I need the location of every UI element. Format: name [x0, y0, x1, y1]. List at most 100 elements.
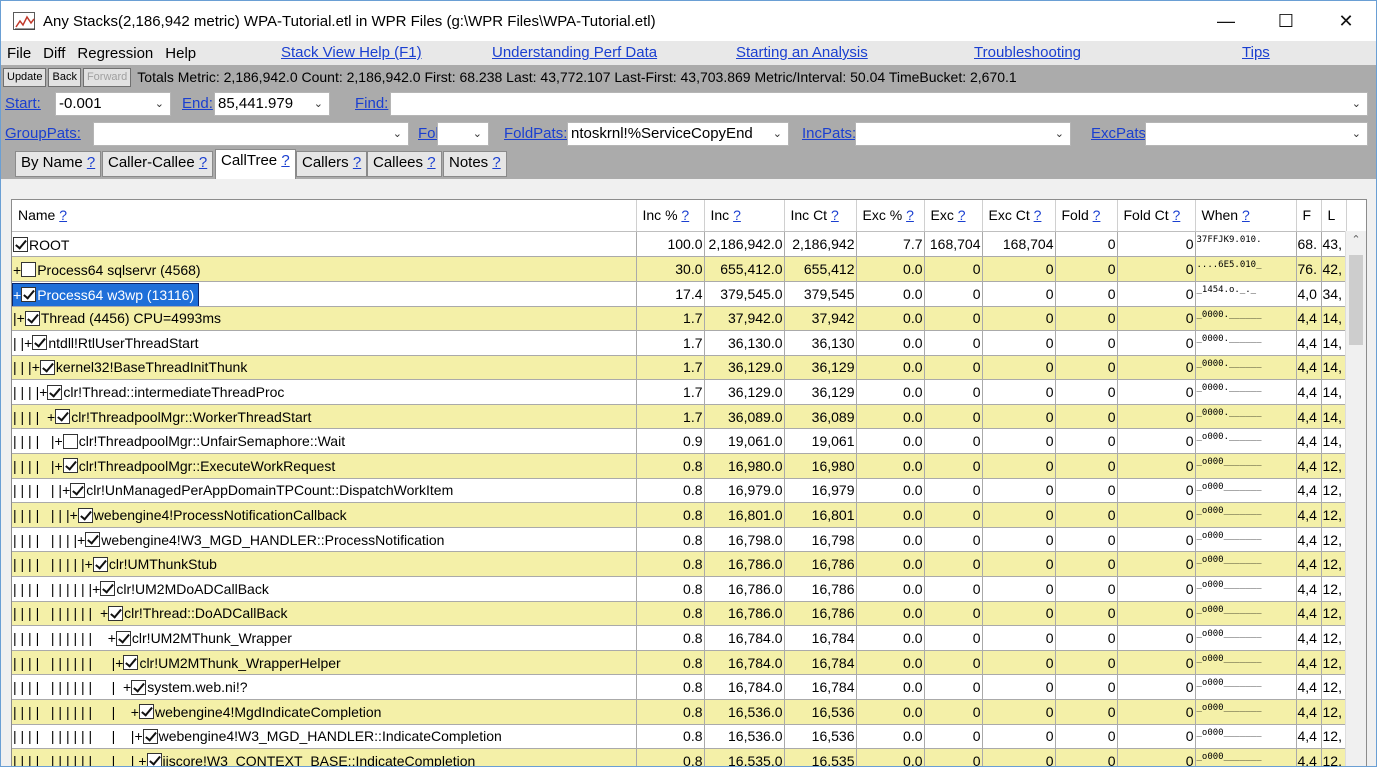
- expand-toggle[interactable]: +: [107, 630, 116, 647]
- expand-toggle[interactable]: +: [16, 310, 25, 327]
- row-checkbox[interactable]: [39, 359, 55, 375]
- tree-node[interactable]: | | | | | + clr!ThreadpoolMgr::ExecuteWork…: [13, 455, 339, 477]
- tree-node[interactable]: | | | | | | | | | | | + clr!UM2MThunk_Wrap…: [13, 652, 345, 674]
- expand-toggle[interactable]: +: [115, 654, 124, 671]
- troubleshooting-link[interactable]: Troubleshooting: [974, 44, 1082, 61]
- help-question-link[interactable]: ?: [1092, 207, 1101, 224]
- expand-toggle[interactable]: +: [47, 408, 56, 425]
- table-row[interactable]: | | | | | | | | | | | | + iiscore!W3_CONT…: [12, 748, 1347, 766]
- incpats-label[interactable]: IncPats:: [802, 125, 857, 142]
- tree-node[interactable]: | | | | | | + clr!UnManagedPerAppDomainTPC…: [13, 479, 457, 501]
- table-row[interactable]: | | | | | | | | | | | + system.web.ni!? 0.…: [12, 674, 1347, 700]
- expand-toggle[interactable]: +: [62, 482, 71, 499]
- help-question-link[interactable]: ?: [198, 154, 208, 171]
- find-combo[interactable]: ⌄: [390, 92, 1368, 116]
- back-button[interactable]: Back: [48, 67, 81, 87]
- menu-help[interactable]: Help: [165, 44, 197, 62]
- row-checkbox[interactable]: [62, 458, 78, 474]
- row-checkbox[interactable]: [13, 237, 28, 252]
- find-label[interactable]: Find:: [355, 95, 389, 112]
- tree-node[interactable]: + Process64 sqlservr (4568): [13, 259, 205, 281]
- table-row[interactable]: | + Thread (4456) CPU=4993ms 1.7 37,942.0 37,…: [12, 306, 1347, 332]
- name-cell[interactable]: | | | | | | | | | | | + clr!UM2MThunk_Wrap…: [12, 650, 637, 676]
- table-row[interactable]: ROOT 100.0 2,186,942.0 2,186,942 7.7 168,704 1…: [12, 231, 1347, 257]
- row-checkbox[interactable]: [47, 384, 63, 400]
- table-row[interactable]: | | | | | + clr!ThreadpoolMgr::UnfairSemap…: [12, 428, 1347, 455]
- tree-node[interactable]: | | | | | | | | + webengine4!W3_MGD_HANDLE…: [13, 529, 448, 551]
- column-header-fold[interactable]: Fold ?: [1055, 200, 1118, 232]
- name-cell[interactable]: | | | | | | | | | | | + system.web.ni!?: [12, 674, 637, 700]
- starting-an-analysis-link[interactable]: Starting an Analysis: [736, 44, 868, 61]
- row-checkbox[interactable]: [21, 262, 37, 277]
- expand-toggle[interactable]: +: [13, 286, 22, 303]
- expand-toggle[interactable]: +: [69, 507, 78, 524]
- help-question-link[interactable]: ?: [957, 207, 966, 224]
- row-checkbox[interactable]: [108, 605, 124, 621]
- expand-toggle[interactable]: +: [13, 261, 22, 278]
- tab-callers[interactable]: Callers ?: [296, 151, 368, 177]
- table-row[interactable]: | | | | | | + clr!UnManagedPerAppDomainTPC…: [12, 478, 1347, 504]
- name-cell[interactable]: | | | | | | | | | | | | + iiscore!W3_CONT…: [12, 748, 637, 766]
- incpats-combo[interactable]: ⌄: [855, 122, 1071, 146]
- column-header-fold-ct[interactable]: Fold Ct ?: [1117, 200, 1196, 232]
- end-combo[interactable]: 85,441.979 ⌄: [214, 92, 330, 116]
- name-cell[interactable]: ROOT: [12, 231, 637, 257]
- stack-view-help-link[interactable]: Stack View Help (F1): [281, 44, 422, 61]
- column-header-inc[interactable]: Inc ?: [704, 200, 785, 232]
- row-checkbox[interactable]: [123, 655, 139, 671]
- row-checkbox[interactable]: [100, 581, 116, 597]
- help-question-link[interactable]: ?: [1172, 207, 1181, 224]
- grouppats-combo[interactable]: ⌄: [93, 122, 409, 146]
- chevron-down-icon[interactable]: ⌄: [772, 128, 782, 140]
- table-row[interactable]: | | | | | | | | | + clr!UMThunkStub 0.8 16,7…: [12, 551, 1347, 578]
- row-checkbox[interactable]: [85, 532, 101, 548]
- table-row[interactable]: + Process64 w3wp (13116) 17.4 379,545.0 379,…: [12, 281, 1347, 307]
- tab-by-name[interactable]: By Name ?: [15, 151, 102, 177]
- maximize-button[interactable]: ☐: [1277, 10, 1295, 31]
- name-cell[interactable]: | | | | | | + clr!UnManagedPerAppDomainTPC…: [12, 478, 637, 504]
- row-checkbox[interactable]: [131, 679, 147, 695]
- column-header-inc-pct[interactable]: Inc % ?: [636, 200, 705, 232]
- end-label[interactable]: End:: [182, 95, 213, 112]
- name-cell[interactable]: | | | | | | | | + webengine4!W3_MGD_HANDLE…: [12, 527, 637, 553]
- row-checkbox[interactable]: [115, 630, 131, 646]
- table-row[interactable]: | | | | | | | | | | | + webengine4!MgdInd…: [12, 699, 1347, 725]
- minimize-button[interactable]: —: [1217, 10, 1235, 31]
- name-cell[interactable]: | | + ntdll!RtlUserThreadStart: [12, 330, 637, 356]
- name-cell[interactable]: + Process64 w3wp (13116): [12, 281, 637, 307]
- row-checkbox[interactable]: [55, 409, 71, 425]
- help-question-link[interactable]: ?: [352, 154, 362, 171]
- foldpct-combo[interactable]: ⌄: [437, 122, 489, 146]
- column-header-name[interactable]: Name ?: [12, 200, 637, 232]
- name-cell[interactable]: | | | | | | | | | | + clr!Thread::DoADCal…: [12, 601, 637, 627]
- name-cell[interactable]: | | | | + clr!ThreadpoolMgr::WorkerThread…: [12, 404, 637, 430]
- help-question-link[interactable]: ?: [492, 154, 501, 171]
- row-checkbox[interactable]: [77, 507, 93, 523]
- chevron-down-icon[interactable]: ⌄: [154, 98, 164, 110]
- name-cell[interactable]: | + Thread (4456) CPU=4993ms: [12, 306, 637, 332]
- excpats-label[interactable]: ExcPats:: [1091, 125, 1151, 142]
- tips-link[interactable]: Tips: [1242, 44, 1270, 61]
- expand-toggle[interactable]: +: [130, 703, 139, 720]
- tree-node[interactable]: | | + ntdll!RtlUserThreadStart: [13, 332, 203, 354]
- tree-node[interactable]: | | | | | | | | | + clr!UMThunkStub: [13, 553, 221, 575]
- close-button[interactable]: ✕: [1338, 10, 1354, 31]
- table-row[interactable]: | | | + kernel32!BaseThreadInitThunk 1.7 36,…: [12, 355, 1347, 381]
- vertical-scrollbar[interactable]: ⌃: [1345, 231, 1366, 766]
- tree-node[interactable]: | + Thread (4456) CPU=4993ms: [13, 307, 225, 329]
- tree-node[interactable]: | | | | | | | | | | + clr!UM2MThunk_Wrapp…: [13, 627, 296, 649]
- table-row[interactable]: | | | | | | | | | | + clr!Thread::DoADCal…: [12, 601, 1347, 627]
- help-question-link[interactable]: ?: [906, 207, 914, 224]
- expand-toggle[interactable]: +: [99, 605, 109, 622]
- row-checkbox[interactable]: [32, 335, 48, 351]
- tree-node[interactable]: | | | | | | | | | | | | + iiscore!W3_CONT…: [13, 750, 479, 766]
- table-row[interactable]: | | + ntdll!RtlUserThreadStart 1.7 36,130.0 3…: [12, 330, 1347, 356]
- column-header-l[interactable]: L: [1321, 200, 1347, 232]
- column-header-f[interactable]: F: [1296, 200, 1322, 232]
- expand-toggle[interactable]: +: [92, 580, 101, 597]
- help-question-link[interactable]: ?: [1033, 207, 1042, 224]
- name-cell[interactable]: | | | | | | | | | | + clr!UM2MThunk_Wrapp…: [12, 625, 637, 651]
- chevron-down-icon[interactable]: ⌄: [313, 98, 323, 110]
- tree-node[interactable]: | | | | | | | | | | | | + webengine4!W3_MG…: [13, 725, 506, 747]
- help-question-link[interactable]: ?: [59, 207, 68, 224]
